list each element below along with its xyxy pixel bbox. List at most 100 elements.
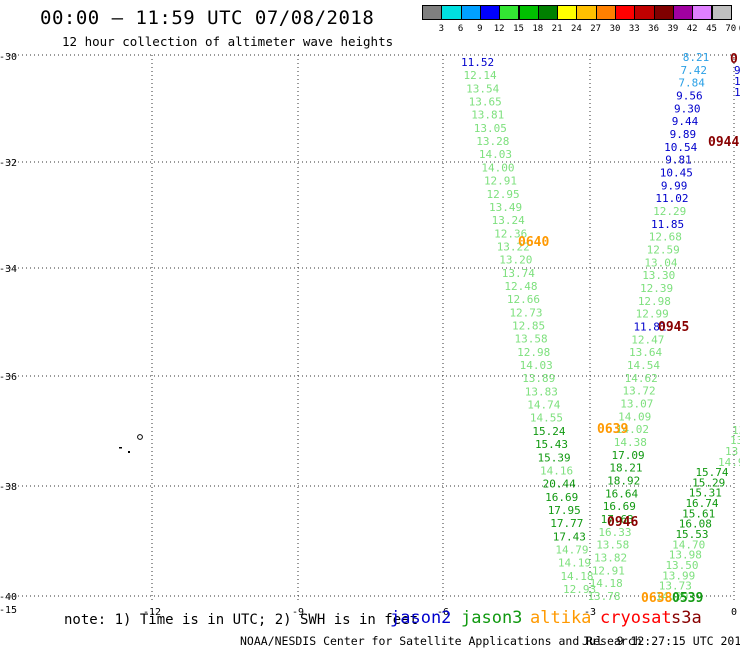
page-subtitle: 12 hour collection of altimeter wave hei…	[62, 34, 394, 49]
color-scale-label: 39	[667, 24, 679, 34]
color-scale-label: 6	[457, 24, 464, 34]
wave-height-value: 13.73	[659, 580, 692, 593]
color-scale-label: 24	[570, 24, 582, 34]
wave-height-value: 14.70	[672, 538, 705, 551]
latitude-label: -32	[0, 158, 17, 169]
island-mark	[137, 434, 143, 440]
pass-time-label: 0638	[641, 591, 672, 606]
pass-time-label: 0946	[607, 515, 638, 530]
wave-height-value: 10.45	[660, 167, 693, 180]
wave-height-value: 12.99	[636, 308, 669, 321]
wave-height-value: 1	[734, 86, 740, 99]
wave-height-value: 13.54	[466, 82, 499, 95]
wave-height-value: 14.18	[590, 577, 623, 590]
footer-timestamp: Jul 9 12:27:15 UTC 2018	[582, 634, 740, 648]
island-mark	[128, 451, 130, 453]
wave-height-value: 13.82	[594, 552, 627, 565]
pass-time-label: 0640	[518, 235, 549, 250]
wave-height-value: 17.77	[550, 517, 583, 530]
wave-height-value: 16.74	[685, 497, 718, 510]
color-scale-label: 27	[590, 24, 602, 34]
wave-height-value: 13.74	[502, 267, 535, 280]
wave-height-value: 13.98	[669, 549, 702, 562]
pass-time-label: 0539	[672, 591, 703, 606]
wave-height-value: 8.21	[683, 51, 710, 64]
wave-height-value: 18.92	[607, 475, 640, 488]
wave-height-value: 7.84	[678, 77, 705, 90]
wave-height-value: 14.02	[616, 423, 649, 436]
wave-height-value: 14.00	[481, 161, 514, 174]
wave-height-value: 14.74	[527, 399, 560, 412]
wave-height-value: 16.33	[598, 526, 631, 539]
latitude-label: -38	[0, 482, 17, 493]
latitude-label: -34	[0, 264, 17, 275]
wave-height-value: 14.03	[479, 148, 512, 161]
wave-height-value: 15.24	[532, 425, 565, 438]
wave-height-value: 12.48	[504, 280, 537, 293]
wave-height-value: 1	[734, 75, 740, 88]
wave-height-value: 12.93	[563, 583, 596, 596]
wave-height-value: 16.64	[605, 487, 638, 500]
wave-height-value: 14.79	[555, 543, 588, 556]
longitude-label: -12	[143, 607, 161, 618]
color-scale-label: 33	[628, 24, 640, 34]
wave-height-value: 9.56	[676, 90, 703, 103]
wave-height-value: 20.44	[543, 478, 576, 491]
color-scale-label: 36	[648, 24, 660, 34]
wave-height-value: 14.55	[530, 412, 563, 425]
wave-height-value: 14.09	[618, 410, 651, 423]
wave-height-value: 17.09	[612, 449, 645, 462]
wave-height-value: 14.18	[560, 570, 593, 583]
longitude-label: -9	[292, 607, 304, 618]
wave-height-value: 9.30	[674, 102, 701, 115]
wave-height-value: 13.30	[642, 269, 675, 282]
wave-height-value: 12.14	[464, 69, 497, 82]
island-mark	[119, 447, 122, 449]
wave-height-value: 13.20	[499, 254, 532, 267]
color-scale-label: 15	[513, 24, 524, 34]
wave-height-value: 10.54	[664, 141, 697, 154]
wave-height-value: 13.81	[471, 109, 504, 122]
longitude-label: -6	[437, 607, 449, 618]
wave-height-value: 9.89	[670, 128, 697, 141]
color-scale-label: 21	[551, 24, 563, 34]
wave-height-value: 16.69	[545, 491, 578, 504]
wave-height-value: 12.95	[487, 188, 520, 201]
wave-height-value: 13.22	[497, 240, 530, 253]
wave-height-value: 11.02	[655, 192, 688, 205]
page-title: 00:00 – 11:59 UTC 07/08/2018	[40, 7, 375, 29]
wave-height-value: 13.78	[587, 590, 620, 603]
wave-height-value: 13.	[732, 424, 740, 437]
wave-height-value: 13.7	[730, 434, 740, 447]
color-scale-label: 18	[532, 24, 544, 34]
latitude-label: -40	[0, 592, 17, 603]
pass-time-label: 0945	[658, 320, 689, 335]
wave-height-value: 12.98	[517, 346, 550, 359]
wave-height-value: 13.65	[469, 96, 502, 109]
wave-height-value: 9.44	[672, 115, 699, 128]
wave-height-value: 12.91	[484, 175, 517, 188]
wave-height-value: 13.28	[476, 135, 509, 148]
footer-credit: NOAA/NESDIS Center for Satellite Applica…	[240, 634, 642, 648]
satellite-legend-s3a: s3a	[671, 608, 702, 628]
wave-height-value: 12.73	[509, 306, 542, 319]
wave-height-value: 17.95	[548, 504, 581, 517]
satellite-legend-jason3: jason3	[461, 608, 523, 628]
wave-height-value: 11.52	[461, 56, 494, 69]
wave-height-value: 14.16	[540, 464, 573, 477]
wave-height-value: 13.04	[644, 256, 677, 269]
wave-height-value: 9	[734, 64, 740, 77]
color-scale-label: 9	[477, 24, 483, 34]
wave-height-value: 13.05	[474, 122, 507, 135]
wave-height-value: 15.31	[689, 487, 722, 500]
wave-height-value: 14.39	[655, 590, 688, 603]
wave-height-value: 16.69	[603, 500, 636, 513]
wave-height-value: 12.39	[640, 282, 673, 295]
pass-time-label: 0944	[708, 135, 739, 150]
wave-height-value: 9.81	[665, 154, 692, 167]
wave-height-value: 13.99	[662, 569, 695, 582]
wave-height-value: 13.72	[622, 385, 655, 398]
longitude-label: -15	[0, 605, 17, 616]
satellite-legend-cryosat: cryosat	[600, 608, 672, 628]
